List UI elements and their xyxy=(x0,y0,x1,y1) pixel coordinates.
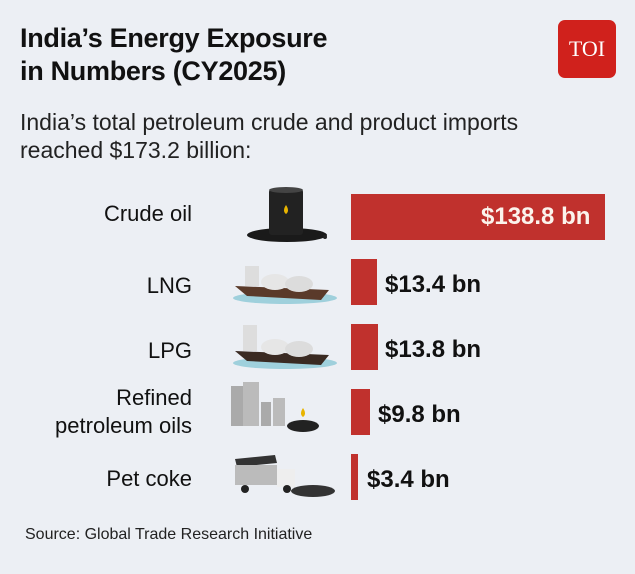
category-label: Pet coke xyxy=(106,466,192,491)
value-label: $9.8 bn xyxy=(378,401,461,428)
source-note: Source: Global Trade Research Initiative xyxy=(25,526,313,543)
bar-refined-petroleum-oils xyxy=(351,389,370,435)
bar-lng xyxy=(351,259,377,305)
category-label: LNG xyxy=(146,273,192,298)
coal-truck-icon xyxy=(235,455,335,497)
subtitle-line-2: reached $173.2 billion: xyxy=(20,137,252,163)
lng-tanker-ship-icon xyxy=(233,266,337,304)
category-label: LPG xyxy=(147,338,192,363)
category-label-line-2: petroleum oils xyxy=(55,413,192,438)
chart-title: India’s Energy Exposure in Numbers (CY20… xyxy=(20,22,328,88)
title-line-2: in Numbers (CY2025) xyxy=(20,56,286,86)
chart-subtitle: India’s total petroleum crude and produc… xyxy=(20,108,518,164)
value-label: $13.4 bn xyxy=(385,271,482,298)
toi-logo: TOI xyxy=(558,20,616,78)
category-label-line-1: Refined xyxy=(116,385,192,410)
title-line-1: India’s Energy Exposure xyxy=(20,23,328,53)
category-label: Refined petroleum oils xyxy=(55,384,192,440)
value-label: $138.8 bn xyxy=(481,203,591,230)
lpg-tanker-ship-icon xyxy=(233,325,337,369)
value-label: $13.8 bn xyxy=(385,336,482,363)
bar-pet-coke xyxy=(351,454,358,500)
bar-crude-oil xyxy=(351,194,605,240)
category-label: Crude oil xyxy=(103,201,192,226)
refinery-tanks-icon xyxy=(231,382,319,432)
oil-barrel-icon xyxy=(247,187,327,242)
bar-lpg xyxy=(351,324,378,370)
value-label: $3.4 bn xyxy=(367,466,450,493)
subtitle-line-1: India’s total petroleum crude and produc… xyxy=(20,109,519,135)
